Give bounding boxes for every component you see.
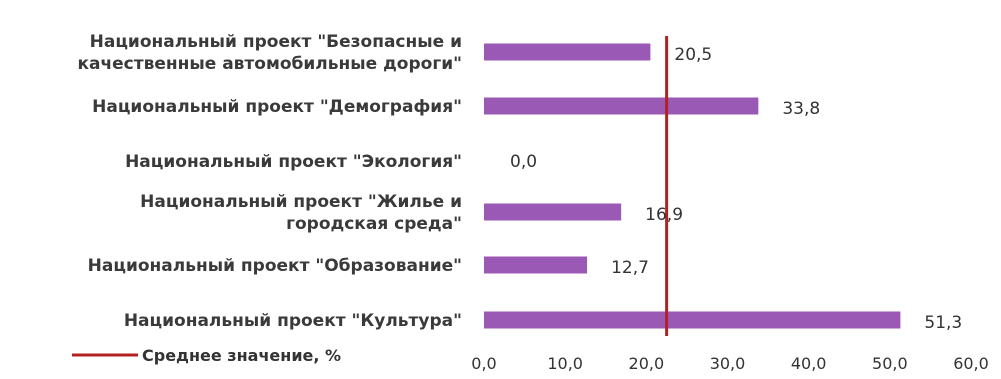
bars: [484, 43, 901, 329]
category-label: Национальный проект "Экология": [125, 152, 462, 172]
x-tick-label: 10,0: [547, 354, 583, 373]
category-label: Национальный проект "Безопасные и: [90, 32, 462, 52]
x-tick-label: 20,0: [629, 354, 665, 373]
bar: [484, 311, 901, 329]
category-label: Национальный проект "Культура": [124, 311, 462, 331]
data-label: 12,7: [611, 258, 649, 278]
x-tick-label: 60,0: [953, 354, 989, 373]
bar: [484, 256, 588, 274]
data-label: 33,8: [782, 99, 820, 119]
category-label: Национальный проект "Демография": [92, 97, 462, 117]
category-label: городская среда": [286, 214, 462, 234]
category-label: качественные автомобильные дороги": [77, 54, 462, 74]
legend: Среднее значение, %: [72, 346, 341, 365]
legend-label: Среднее значение, %: [142, 346, 341, 365]
x-tick-label: 30,0: [710, 354, 746, 373]
x-axis-ticks: 0,0 10,0 20,0 30,0 40,0 50,0 60,0: [471, 354, 989, 373]
x-tick-label: 50,0: [872, 354, 908, 373]
category-label: Национальный проект "Образование": [88, 256, 462, 276]
category-label: Национальный проект "Жилье и: [140, 192, 462, 212]
value-labels: 20,5 33,8 0,0 16,9 12,7 51,3: [510, 45, 962, 333]
x-tick-label: 0,0: [471, 354, 496, 373]
bar: [484, 43, 651, 61]
category-labels: Национальный проект "Безопасные икачеств…: [77, 32, 462, 331]
data-label: 51,3: [924, 313, 962, 333]
data-label: 0,0: [510, 152, 537, 172]
x-tick-label: 40,0: [791, 354, 827, 373]
bar: [484, 203, 622, 221]
bar: [484, 97, 759, 115]
data-label: 16,9: [645, 205, 683, 225]
data-label: 20,5: [674, 45, 712, 65]
